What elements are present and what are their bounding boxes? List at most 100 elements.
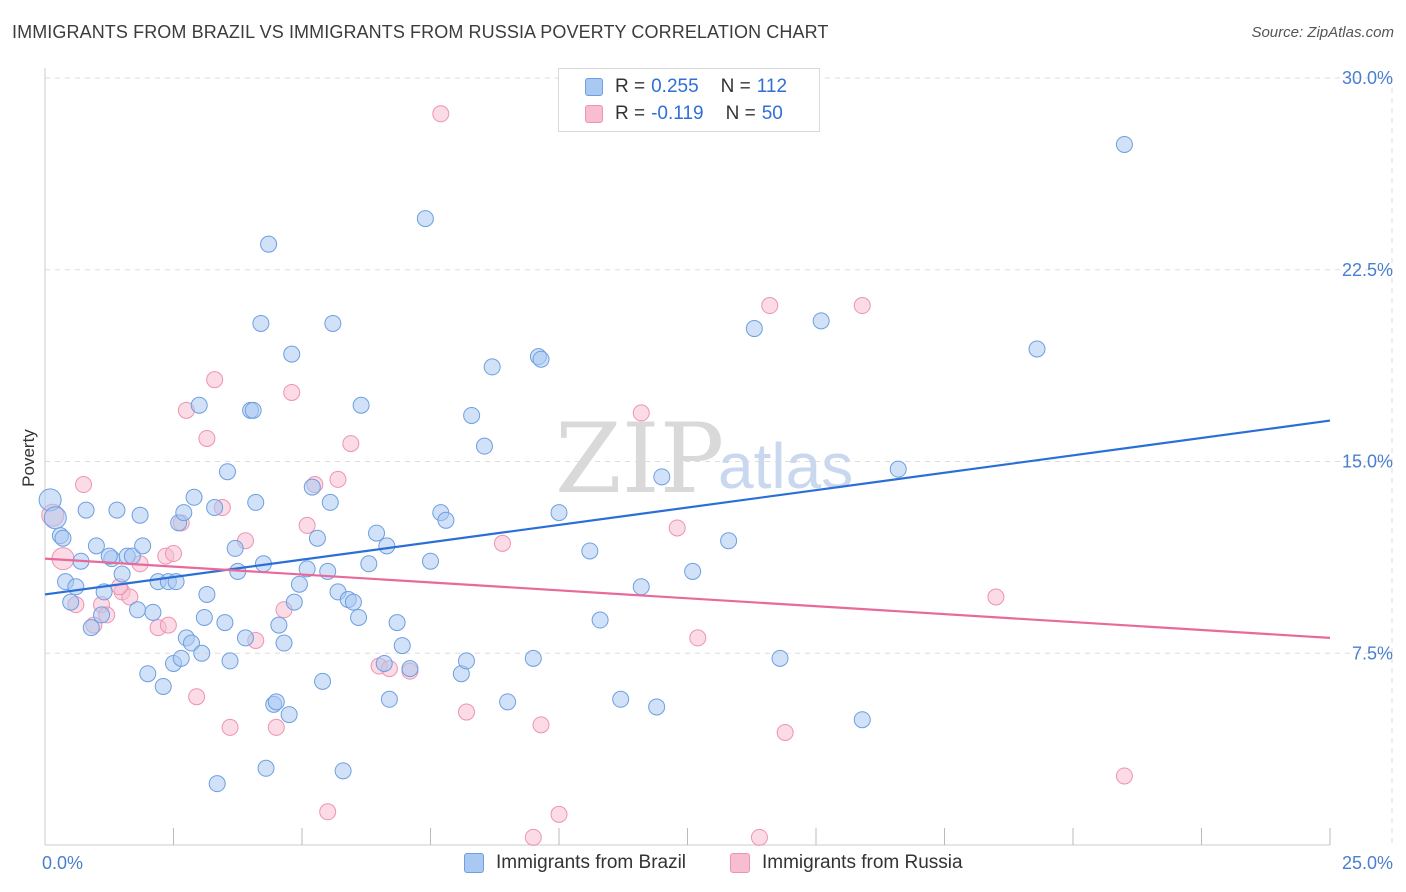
- bottom-legend-brazil: Immigrants from Brazil: [464, 852, 686, 874]
- russia-point: [121, 588, 139, 606]
- brazil-point: [198, 585, 216, 603]
- brazil-point: [185, 488, 203, 506]
- stats-legend: R = 0.255 N = 112 R = -0.119 N = 50: [558, 68, 820, 132]
- brazil-point: [368, 524, 386, 542]
- russia-point: [776, 724, 794, 742]
- brazil-point: [393, 637, 411, 655]
- russia-point: [457, 703, 475, 721]
- brazil-point: [54, 529, 72, 547]
- y-tick-label: 22.5%: [1342, 260, 1393, 280]
- brazil-point: [193, 644, 211, 662]
- brazil-trend-line: [44, 419, 1331, 596]
- legend-n-value-russia: 50: [761, 103, 783, 124]
- russia-point: [532, 716, 550, 734]
- y-tick-label: 7.5%: [1352, 643, 1393, 663]
- brazil-point: [771, 649, 789, 667]
- brazil-point: [144, 603, 162, 621]
- brazil-point: [260, 235, 278, 253]
- brazil-point: [720, 532, 738, 550]
- russia-point: [319, 803, 337, 821]
- brazil-point: [1115, 135, 1133, 153]
- brazil-point: [290, 575, 308, 593]
- brazil-point: [270, 616, 288, 634]
- russia-point: [165, 545, 182, 563]
- russia-point: [283, 383, 301, 401]
- russia-point: [221, 718, 239, 736]
- y-tick-label: 30.0%: [1342, 68, 1393, 88]
- brazil-point: [889, 460, 907, 478]
- brazil-point: [182, 634, 200, 652]
- brazil-points: [38, 135, 1133, 793]
- brazil-point: [129, 601, 147, 619]
- brazil-point: [524, 649, 542, 667]
- brazil-point: [208, 775, 226, 793]
- brazil-point: [275, 634, 293, 652]
- brazil-point: [244, 401, 262, 419]
- brazil-point: [267, 693, 285, 711]
- brazil-point: [401, 660, 419, 678]
- brazil-point: [334, 762, 352, 780]
- brazil-point: [360, 555, 378, 573]
- brazil-point: [314, 672, 332, 690]
- russia-point: [550, 805, 568, 823]
- brazil-point: [483, 358, 501, 376]
- brazil-point: [175, 504, 193, 522]
- brazil-point: [283, 345, 301, 363]
- brazil-point: [853, 711, 871, 729]
- brazil-point: [252, 314, 270, 332]
- russia-point: [432, 105, 450, 123]
- russia-point: [987, 588, 1005, 606]
- brazil-point: [172, 649, 190, 667]
- brazil-point: [463, 406, 481, 424]
- brazil-point: [532, 350, 550, 368]
- brazil-point: [499, 693, 517, 711]
- brazil-point: [745, 320, 763, 338]
- watermark-zip: ZIP: [555, 403, 724, 515]
- brazil-point: [216, 614, 234, 632]
- russia-point: [198, 429, 216, 447]
- brazil-point: [113, 565, 131, 583]
- legend-n-label: N =: [725, 103, 756, 124]
- brazil-point: [591, 611, 609, 629]
- bottom-legend-label-brazil: Immigrants from Brazil: [496, 852, 687, 873]
- watermark: ZIP atlas: [555, 403, 853, 515]
- brazil-point: [380, 690, 398, 708]
- brazil-point: [350, 608, 368, 626]
- brazil-point: [416, 210, 434, 228]
- brazil-point: [236, 629, 254, 647]
- brazil-point: [67, 578, 85, 596]
- bottom-legend-swatch-brazil: [464, 853, 484, 873]
- brazil-point: [612, 690, 630, 708]
- brazil-point: [632, 578, 650, 596]
- brazil-point: [653, 468, 671, 486]
- brazil-point: [154, 677, 172, 695]
- brazil-point: [457, 652, 475, 670]
- russia-point: [267, 718, 285, 736]
- brazil-point: [195, 608, 213, 626]
- russia-point: [632, 404, 650, 422]
- russia-point: [206, 371, 224, 389]
- russia-point: [159, 616, 177, 634]
- watermark-atlas: atlas: [718, 430, 853, 502]
- brazil-point: [422, 552, 439, 570]
- brazil-point: [280, 706, 298, 724]
- bottom-legend-swatch-russia: [730, 853, 750, 873]
- russia-point: [342, 435, 360, 453]
- brazil-point: [684, 562, 702, 580]
- brazil-point: [218, 463, 236, 481]
- x-tick-label: 0.0%: [42, 853, 83, 873]
- brazil-point: [43, 506, 67, 530]
- russia-point: [524, 828, 542, 846]
- brazil-point: [206, 499, 224, 517]
- brazil-point: [375, 654, 393, 672]
- legend-r-label: R =: [615, 76, 646, 97]
- russia-point: [853, 297, 871, 315]
- brazil-point: [77, 501, 95, 519]
- grid-layer: [45, 77, 1393, 845]
- y-tick-label: 15.0%: [1342, 452, 1393, 472]
- brazil-point: [93, 606, 111, 624]
- brazil-point: [221, 652, 239, 670]
- russia-trend-line: [44, 557, 1331, 640]
- brazil-point: [298, 560, 316, 578]
